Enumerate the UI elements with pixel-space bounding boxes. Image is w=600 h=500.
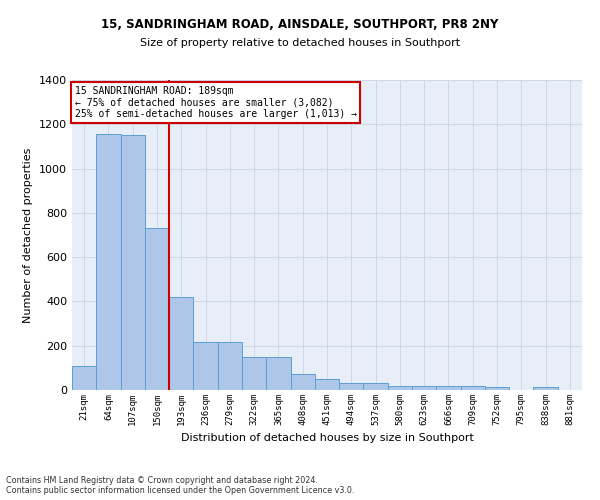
Bar bbox=[169, 297, 193, 390]
Bar bbox=[315, 380, 339, 390]
Bar bbox=[145, 228, 169, 390]
Text: 15, SANDRINGHAM ROAD, AINSDALE, SOUTHPORT, PR8 2NY: 15, SANDRINGHAM ROAD, AINSDALE, SOUTHPOR… bbox=[101, 18, 499, 30]
Bar bbox=[72, 366, 96, 390]
Bar bbox=[461, 386, 485, 390]
X-axis label: Distribution of detached houses by size in Southport: Distribution of detached houses by size … bbox=[181, 434, 473, 444]
Bar bbox=[485, 386, 509, 390]
Bar bbox=[242, 357, 266, 390]
Text: 15 SANDRINGHAM ROAD: 189sqm
← 75% of detached houses are smaller (3,082)
25% of : 15 SANDRINGHAM ROAD: 189sqm ← 75% of det… bbox=[74, 86, 356, 120]
Bar bbox=[339, 382, 364, 390]
Bar bbox=[193, 342, 218, 390]
Bar bbox=[290, 374, 315, 390]
Text: Contains HM Land Registry data © Crown copyright and database right 2024.: Contains HM Land Registry data © Crown c… bbox=[6, 476, 318, 485]
Bar bbox=[218, 342, 242, 390]
Bar bbox=[266, 357, 290, 390]
Y-axis label: Number of detached properties: Number of detached properties bbox=[23, 148, 34, 322]
Bar bbox=[388, 386, 412, 390]
Bar bbox=[436, 386, 461, 390]
Bar bbox=[412, 386, 436, 390]
Bar bbox=[364, 382, 388, 390]
Text: Size of property relative to detached houses in Southport: Size of property relative to detached ho… bbox=[140, 38, 460, 48]
Text: Contains public sector information licensed under the Open Government Licence v3: Contains public sector information licen… bbox=[6, 486, 355, 495]
Bar bbox=[533, 386, 558, 390]
Bar bbox=[121, 136, 145, 390]
Bar bbox=[96, 134, 121, 390]
